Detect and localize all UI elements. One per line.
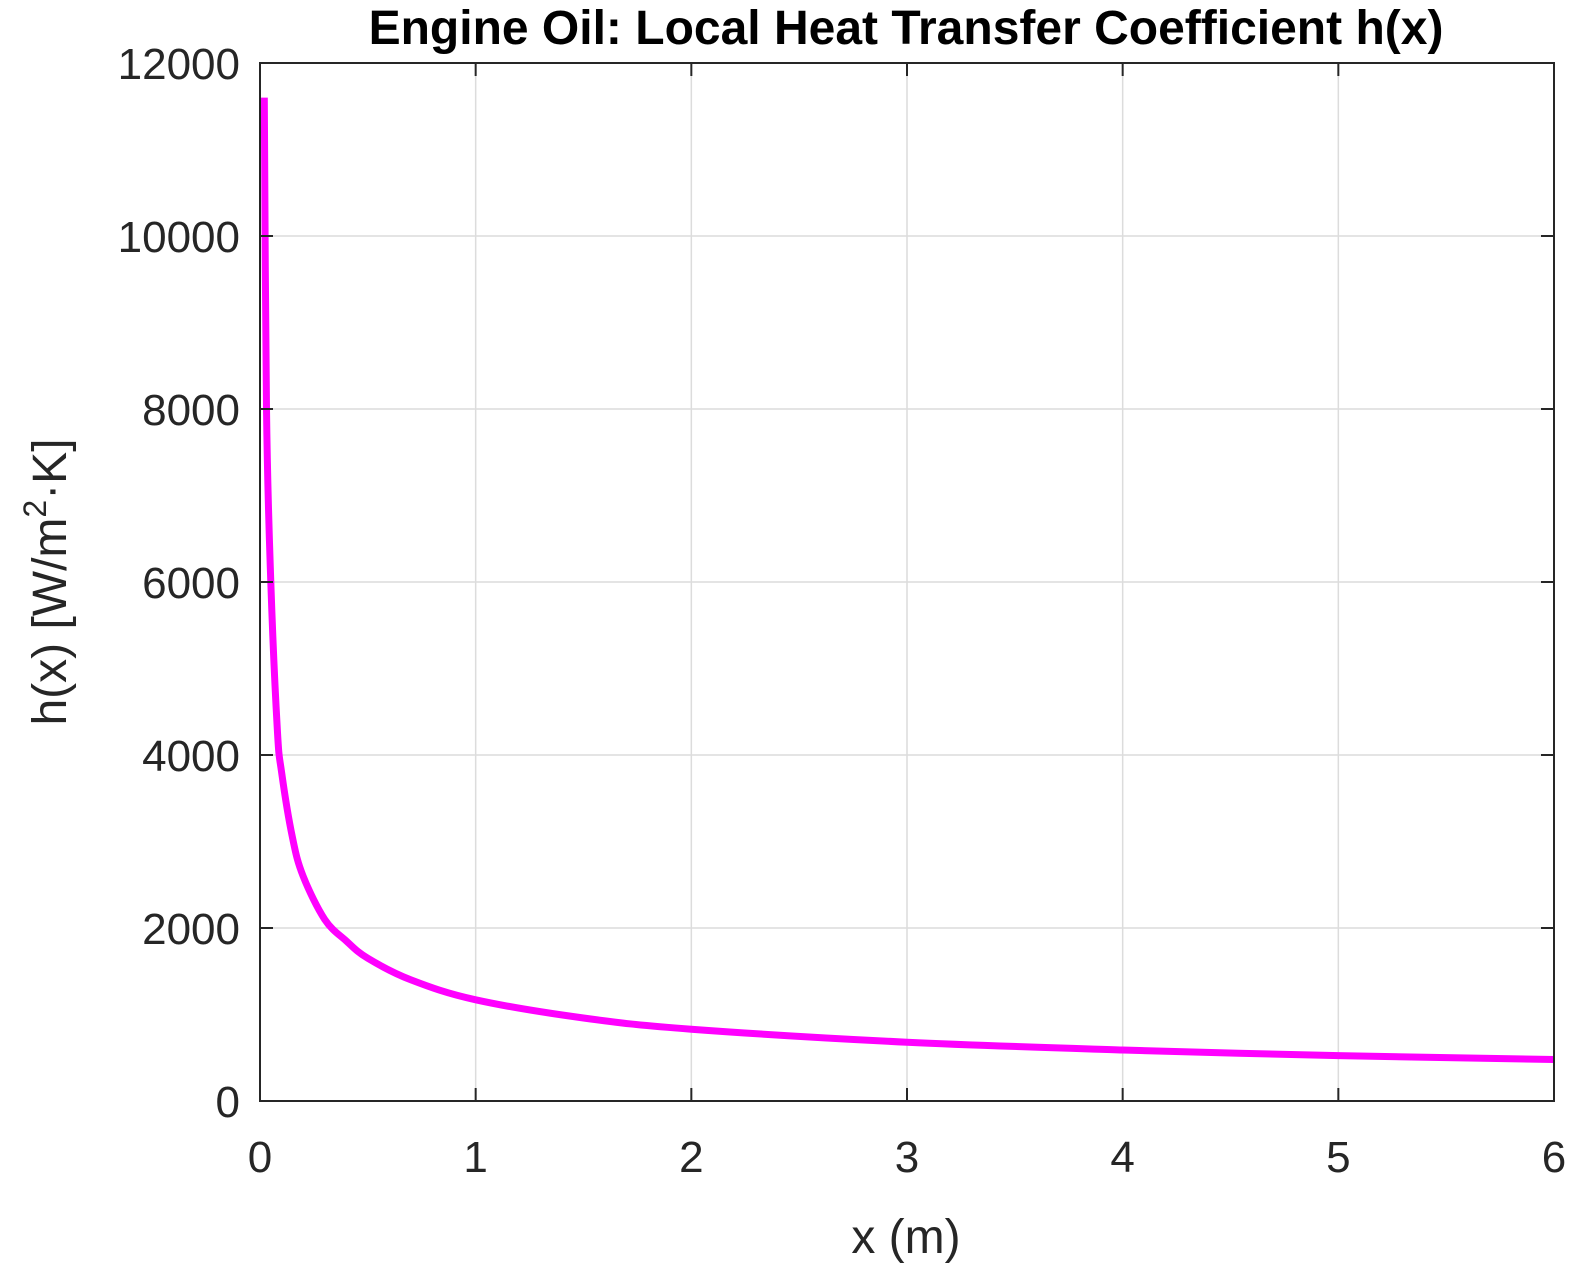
y-tick-label: 6000 [142,559,240,608]
y-axis-label-main: h(x) [W/m [24,518,77,726]
y-tick-label: 10000 [118,213,240,262]
chart-title: Engine Oil: Local Heat Transfer Coeffici… [369,2,1444,55]
x-tick-label: 1 [463,1133,487,1182]
y-axis-label-superscript: 2 [17,500,53,518]
series-layer [260,97,1555,1063]
grid [260,63,1554,1101]
x-tick-label: 6 [1542,1133,1566,1182]
y-tick-label: 4000 [142,732,240,781]
x-tick-label: 3 [895,1133,919,1182]
y-tick-label: 2000 [142,905,240,954]
tick-labels: 0 1 2 3 4 5 6 0 2000 4000 6000 8000 10000 12000 [118,40,1567,1182]
x-tick-label: 0 [248,1133,272,1182]
ticks [259,62,1555,1102]
x-tick-label: 5 [1326,1133,1350,1182]
y-tick-label: 0 [216,1078,240,1127]
x-tick-label: 4 [1110,1133,1134,1182]
y-tick-label: 8000 [142,386,240,435]
y-tick-label: 12000 [118,40,240,89]
series-line [260,97,1555,1063]
x-tick-label: 2 [679,1133,703,1182]
y-axis-label: h(x) [W/m2·K] [17,438,77,725]
x-axis-label: x (m) [851,1211,960,1264]
y-axis-label-tail: ·K] [24,438,77,499]
